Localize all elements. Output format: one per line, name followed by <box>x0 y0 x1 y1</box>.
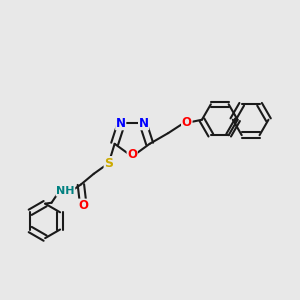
Text: O: O <box>78 199 88 212</box>
Text: NH: NH <box>56 186 75 196</box>
Text: N: N <box>116 117 126 130</box>
Text: O: O <box>182 116 192 129</box>
Text: O: O <box>182 116 192 129</box>
Text: S: S <box>104 157 113 169</box>
Text: N: N <box>139 117 148 130</box>
Text: O: O <box>127 148 137 161</box>
